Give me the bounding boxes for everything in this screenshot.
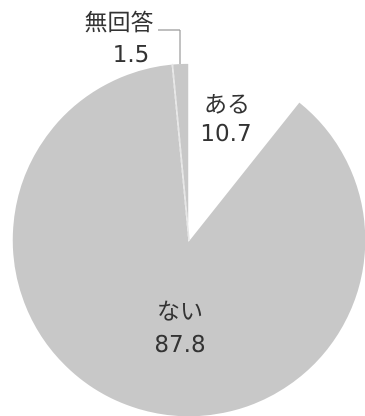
slice-no-label: ない <box>157 299 203 325</box>
slice-no-answer-edge <box>171 63 190 241</box>
slice-no-answer-label: 無回答 <box>85 10 154 36</box>
pie-slices <box>11 62 365 416</box>
slice-no-value: 87.8 <box>154 332 205 358</box>
slice-yes <box>188 62 301 243</box>
slice-no-answer-value: 1.5 <box>113 42 150 68</box>
slice-yes-value: 10.7 <box>200 121 251 147</box>
slice-yes-label: ある <box>204 92 250 118</box>
